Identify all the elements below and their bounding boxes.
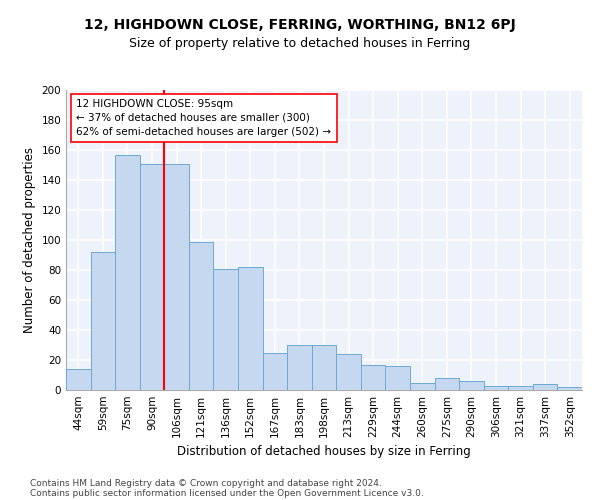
X-axis label: Distribution of detached houses by size in Ferring: Distribution of detached houses by size … [177,446,471,458]
Bar [238,267,263,390]
Bar [484,386,508,390]
Bar [557,387,582,390]
Bar [336,354,361,390]
Bar [91,252,115,390]
Bar [533,384,557,390]
Text: Contains public sector information licensed under the Open Government Licence v3: Contains public sector information licen… [30,488,424,498]
Text: Size of property relative to detached houses in Ferring: Size of property relative to detached ho… [130,38,470,51]
Text: Contains HM Land Registry data © Crown copyright and database right 2024.: Contains HM Land Registry data © Crown c… [30,478,382,488]
Bar [263,352,287,390]
Bar [66,369,91,390]
Bar [361,364,385,390]
Y-axis label: Number of detached properties: Number of detached properties [23,147,36,333]
Bar [140,164,164,390]
Bar [410,382,434,390]
Bar [385,366,410,390]
Text: 12 HIGHDOWN CLOSE: 95sqm
← 37% of detached houses are smaller (300)
62% of semi-: 12 HIGHDOWN CLOSE: 95sqm ← 37% of detach… [76,99,331,137]
Text: 12, HIGHDOWN CLOSE, FERRING, WORTHING, BN12 6PJ: 12, HIGHDOWN CLOSE, FERRING, WORTHING, B… [84,18,516,32]
Bar [189,242,214,390]
Bar [508,386,533,390]
Bar [164,164,189,390]
Bar [214,268,238,390]
Bar [459,381,484,390]
Bar [115,154,140,390]
Bar [434,378,459,390]
Bar [287,345,312,390]
Bar [312,345,336,390]
